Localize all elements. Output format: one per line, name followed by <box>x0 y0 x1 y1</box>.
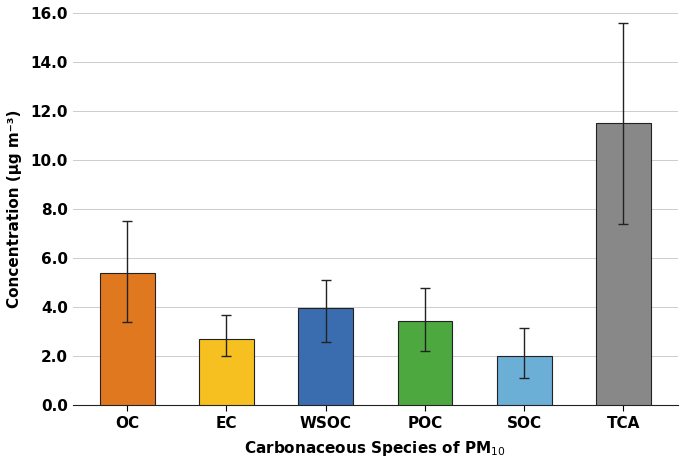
Bar <box>596 123 651 405</box>
Y-axis label: Concentration (μg m⁻³): Concentration (μg m⁻³) <box>7 110 22 308</box>
X-axis label: Carbonaceous Species of PM$_{10}$: Carbonaceous Species of PM$_{10}$ <box>245 439 506 458</box>
Bar <box>497 356 551 405</box>
Bar <box>199 339 253 405</box>
Bar <box>299 308 353 405</box>
Bar <box>100 273 155 405</box>
Bar <box>398 321 452 405</box>
